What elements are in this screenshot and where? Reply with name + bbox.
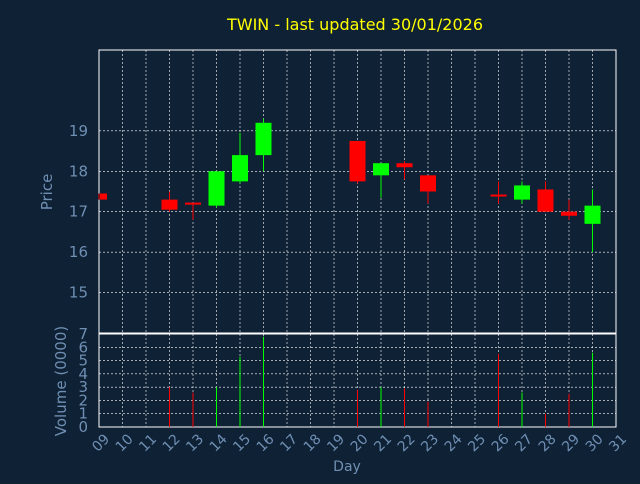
candle-body [420,175,436,192]
volume-tick-label: 6 [78,338,88,356]
volume-tick-label: 3 [78,378,88,396]
x-tick-label: 27 [512,431,536,455]
candle-body [584,205,601,224]
x-tick-label: 15 [230,431,254,455]
x-tick-label: 13 [183,431,207,455]
price-tick-label: 17 [69,203,88,221]
price-tick-label: 16 [69,243,88,261]
x-tick-label: 26 [489,431,513,455]
x-tick-label: 24 [442,431,466,455]
volume-tick-label: 5 [78,352,88,370]
x-axis-label: Day [333,459,361,475]
candle-body [208,171,225,206]
x-tick-label: 14 [207,431,231,455]
x-tick-label: 18 [301,431,325,455]
x-tick-label: 23 [418,431,442,455]
candle-body [490,194,507,197]
candle-body [100,193,107,200]
volume-tick-label: 0 [78,418,88,436]
volume-tick-label: 7 [78,325,88,343]
volume-axis-label: Volume (0000) [52,326,70,436]
candle-body [561,211,577,216]
x-tick-label: 12 [160,431,184,455]
x-tick-label: 28 [536,431,560,455]
candle-body [537,189,554,212]
x-tick-label: 29 [559,431,583,455]
candle-body [514,185,530,200]
chart-title: TWIN - last updated 30/01/2026 [226,15,483,34]
price-panel: 15 16 17 18 19 [69,49,617,334]
price-tick-label: 18 [69,162,88,180]
volume-tick-label: 2 [78,391,88,409]
x-tick-label: 17 [277,431,301,455]
price-tick-label: 19 [69,122,88,140]
candle-body [255,122,272,156]
x-axis: 09 10 11 12 13 14 15 16 17 18 19 20 21 22 23 24 25 26 27 28… [89,431,630,455]
candle-body [161,199,178,210]
x-tick-label: 16 [254,431,278,455]
x-tick-label: 10 [113,431,137,455]
x-tick-label: 20 [348,431,372,455]
x-tick-label: 31 [606,431,630,455]
candle-body [232,155,248,182]
candle-body [185,202,201,205]
volume-tick-label: 1 [78,405,88,423]
x-tick-label: 30 [583,431,607,455]
candle-body [396,163,413,168]
price-tick-label: 15 [69,284,88,302]
x-tick-label: 25 [465,431,489,455]
volume-tick-label: 4 [78,365,88,383]
x-tick-label: 22 [395,431,419,455]
x-tick-label: 09 [89,431,113,455]
x-tick-label: 19 [324,431,348,455]
x-tick-label: 11 [136,431,160,455]
x-tick-label: 21 [371,431,395,455]
candle-body [373,163,389,176]
candle-body [349,140,366,182]
price-axis-label: Price [38,174,56,211]
